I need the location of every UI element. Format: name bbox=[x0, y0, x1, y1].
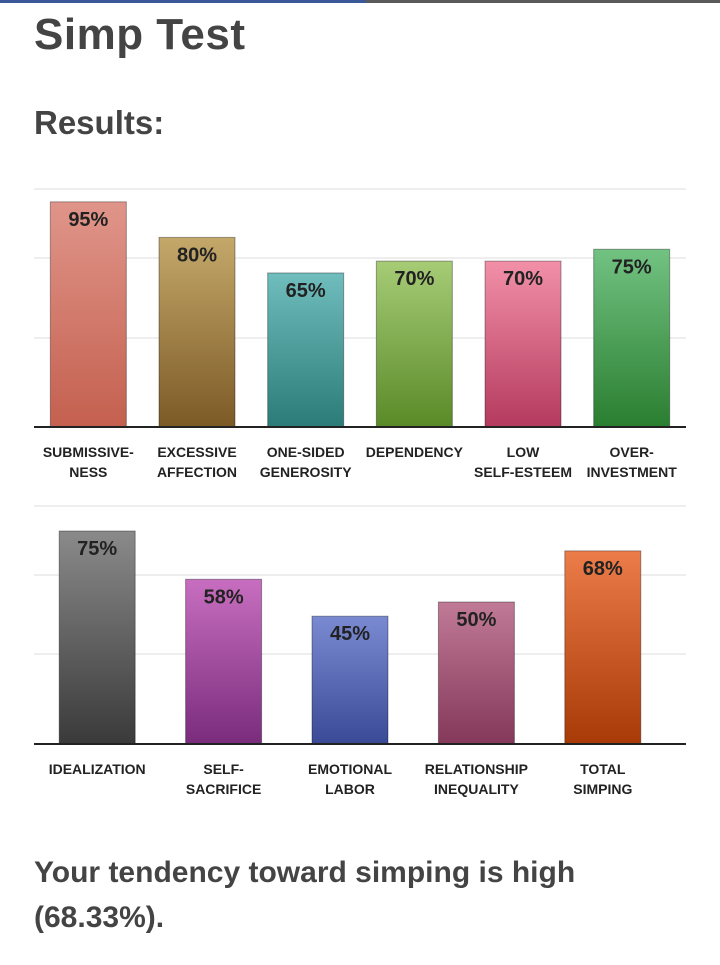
top-progress-accent bbox=[0, 0, 366, 3]
result-summary: Your tendency toward simping is high (68… bbox=[34, 850, 694, 940]
bar-value-label: 65% bbox=[286, 280, 326, 302]
bar bbox=[564, 550, 642, 745]
category-label: DEPENDENCY bbox=[366, 444, 464, 460]
result-summary-line2: (68.33%). bbox=[34, 901, 165, 934]
bar-value-label: 75% bbox=[77, 538, 117, 560]
bar-value-label: 45% bbox=[330, 623, 370, 645]
page-title: Simp Test bbox=[34, 10, 246, 59]
category-label: RELATIONSHIP bbox=[425, 761, 528, 777]
bar-value-label: 68% bbox=[583, 558, 623, 580]
bar-value-label: 58% bbox=[204, 586, 244, 608]
bar bbox=[49, 201, 127, 428]
category-label: OVER- bbox=[610, 444, 655, 460]
category-label: LOW bbox=[507, 444, 540, 460]
results-chart-1: 95% SUBMISSIVE- NESS 80% EXCESSIVE AFFECTION 6… bbox=[34, 188, 686, 480]
category-label: SELF-ESTEEM bbox=[474, 464, 572, 480]
bar bbox=[185, 578, 263, 745]
bar bbox=[484, 260, 562, 428]
result-summary-line1: Your tendency toward simping is high bbox=[34, 856, 576, 889]
category-label: EXCESSIVE bbox=[157, 444, 236, 460]
bar-value-label: 80% bbox=[177, 244, 217, 266]
bar bbox=[267, 272, 345, 428]
category-label: INEQUALITY bbox=[434, 781, 519, 797]
bar bbox=[58, 530, 136, 745]
bar bbox=[158, 236, 236, 428]
category-label: AFFECTION bbox=[157, 464, 237, 480]
results-heading: Results: bbox=[34, 104, 165, 141]
category-label: EMOTIONAL bbox=[308, 761, 392, 777]
category-label: SACRIFICE bbox=[186, 781, 261, 797]
bar-value-label: 50% bbox=[456, 609, 496, 631]
category-label: GENEROSITY bbox=[260, 464, 352, 480]
bar-value-label: 70% bbox=[503, 268, 543, 290]
category-label: SELF- bbox=[203, 761, 244, 777]
category-label: INVESTMENT bbox=[587, 464, 678, 480]
category-label: IDEALIZATION bbox=[49, 761, 146, 777]
bar bbox=[311, 615, 389, 745]
bar bbox=[375, 260, 453, 428]
category-label: SIMPING bbox=[573, 781, 632, 797]
results-chart-2: 75% IDEALIZATION 58% SELF- SACRIFICE 45% EMOTI… bbox=[34, 505, 686, 797]
category-label: TOTAL bbox=[580, 761, 626, 777]
bar-value-label: 70% bbox=[394, 268, 434, 290]
category-label: LABOR bbox=[325, 781, 375, 797]
bar-value-label: 95% bbox=[68, 209, 108, 231]
top-progress-bar bbox=[0, 0, 720, 3]
bar bbox=[437, 601, 515, 745]
category-label: NESS bbox=[69, 464, 107, 480]
category-label: ONE-SIDED bbox=[267, 444, 345, 460]
bar-value-label: 75% bbox=[612, 256, 652, 278]
category-label: SUBMISSIVE- bbox=[43, 444, 134, 460]
